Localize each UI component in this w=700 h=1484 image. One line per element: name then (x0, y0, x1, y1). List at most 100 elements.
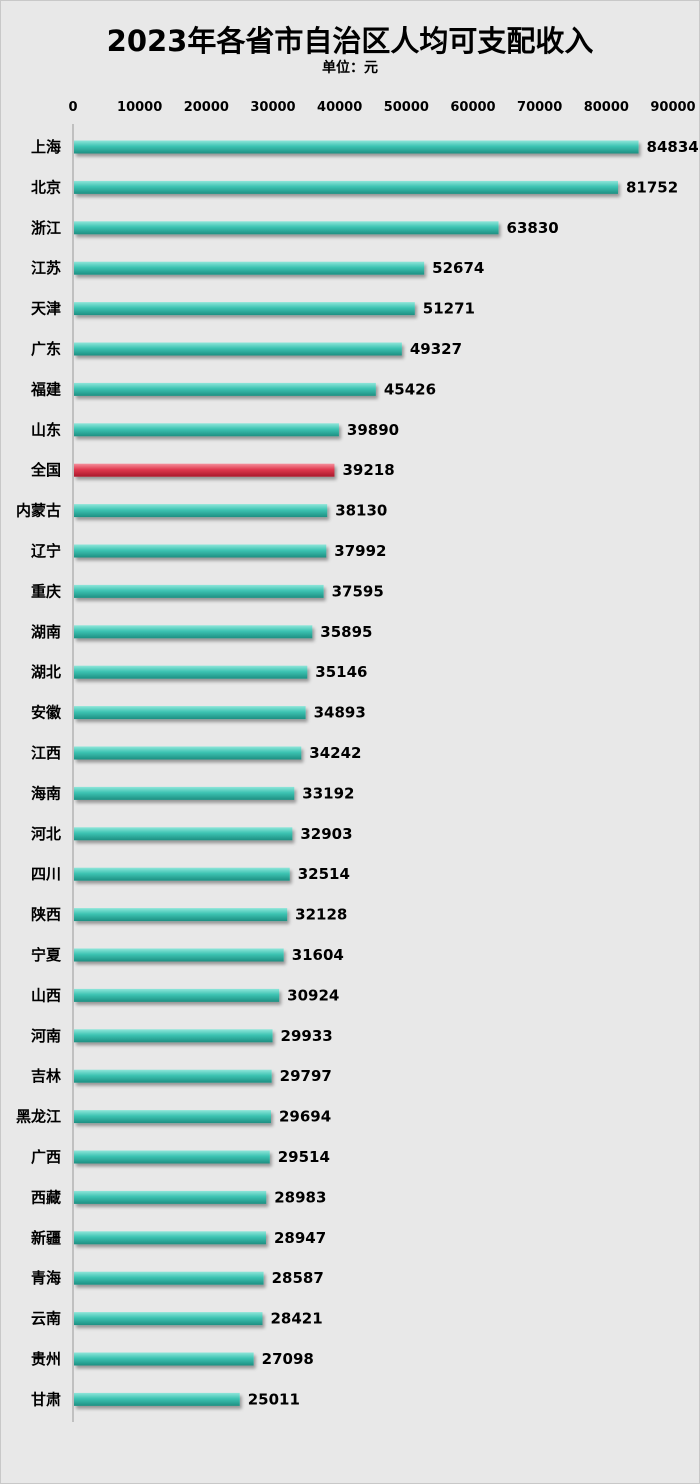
value-label: 27098 (262, 1350, 314, 1368)
bar (74, 504, 328, 518)
unit-label: 单位：元 (322, 60, 378, 76)
bar (74, 261, 425, 275)
category-label: 江西 (31, 744, 61, 762)
value-label: 39890 (347, 421, 399, 439)
value-label: 33192 (302, 784, 354, 802)
value-label: 28587 (272, 1269, 324, 1287)
category-label: 宁夏 (31, 946, 62, 964)
category-label: 新疆 (31, 1229, 61, 1247)
x-tick-label: 30000 (250, 100, 295, 115)
category-label: 四川 (31, 865, 61, 883)
category-label: 安徽 (31, 704, 62, 722)
bar (74, 382, 376, 396)
bar (74, 665, 308, 679)
category-label: 河南 (31, 1027, 61, 1045)
value-label: 29933 (281, 1027, 333, 1045)
bar (74, 180, 619, 194)
x-tick-label: 50000 (384, 100, 429, 115)
category-label: 山西 (31, 986, 61, 1004)
bar (74, 1190, 267, 1204)
category-label: 甘肃 (31, 1390, 61, 1408)
category-label: 海南 (31, 784, 61, 802)
value-label: 35895 (320, 623, 372, 641)
x-tick-label: 60000 (450, 100, 495, 115)
bar (74, 302, 415, 316)
value-label: 32514 (298, 865, 350, 883)
value-label: 32903 (300, 825, 352, 843)
bar (74, 948, 284, 962)
value-label: 28421 (270, 1310, 322, 1328)
value-label: 81752 (626, 178, 678, 196)
x-tick-label: 10000 (117, 100, 162, 115)
category-label: 上海 (31, 138, 61, 156)
category-label: 重庆 (31, 582, 61, 600)
x-tick-label: 20000 (184, 100, 229, 115)
x-tick-label: 0 (68, 100, 77, 115)
value-label: 38130 (335, 502, 387, 520)
value-label: 51271 (423, 300, 475, 318)
bar (74, 342, 402, 356)
x-tick-label: 40000 (317, 100, 362, 115)
value-label: 49327 (410, 340, 462, 358)
bar (74, 1392, 240, 1406)
category-label: 内蒙古 (16, 502, 61, 520)
bar (74, 1271, 264, 1285)
category-label: 湖北 (31, 663, 61, 681)
bar (74, 746, 302, 760)
bar (74, 423, 339, 437)
category-label: 青海 (31, 1269, 61, 1287)
value-label: 28983 (274, 1188, 326, 1206)
category-label: 黑龙江 (16, 1108, 61, 1126)
bar-highlight (74, 463, 335, 477)
category-label: 湖南 (31, 623, 61, 641)
category-label: 云南 (31, 1310, 61, 1328)
value-label: 37595 (332, 582, 384, 600)
bar (74, 625, 313, 639)
value-label: 52674 (432, 259, 484, 277)
bar (74, 1352, 254, 1366)
bar (74, 1150, 270, 1164)
bar (74, 1231, 266, 1245)
value-label: 29797 (280, 1067, 332, 1085)
category-label: 广东 (31, 340, 61, 358)
category-label: 北京 (31, 178, 61, 196)
value-label: 28947 (274, 1229, 326, 1247)
x-tick-label: 80000 (584, 100, 629, 115)
bar (74, 1029, 273, 1043)
category-label: 贵州 (31, 1350, 61, 1368)
value-label: 34893 (314, 704, 366, 722)
value-label: 39218 (342, 461, 394, 479)
value-label: 84834 (647, 138, 699, 156)
category-label: 福建 (30, 380, 62, 398)
value-label: 29694 (279, 1108, 331, 1126)
category-label: 天津 (31, 300, 61, 318)
x-tick-label: 70000 (517, 100, 562, 115)
value-label: 29514 (278, 1148, 330, 1166)
value-label: 25011 (248, 1390, 300, 1408)
bar (74, 988, 280, 1002)
category-label: 河北 (31, 825, 61, 843)
bar (74, 908, 288, 922)
category-label: 广西 (31, 1148, 61, 1166)
value-label: 32128 (295, 906, 347, 924)
category-label: 山东 (31, 421, 61, 439)
category-label: 江苏 (31, 259, 61, 277)
value-label: 63830 (507, 219, 559, 237)
value-label: 34242 (309, 744, 361, 762)
value-label: 35146 (315, 663, 367, 681)
bar (74, 140, 639, 154)
bar (74, 1069, 272, 1083)
bar (74, 584, 324, 598)
bar (74, 786, 295, 800)
value-label: 30924 (287, 986, 339, 1004)
chart-title: 2023年各省市自治区人均可支配收入 (106, 24, 594, 58)
bar (74, 1110, 271, 1124)
category-label: 西藏 (31, 1188, 61, 1206)
bar (74, 544, 327, 558)
bar (74, 1312, 263, 1326)
bar (74, 221, 499, 235)
category-label: 全国 (30, 461, 61, 479)
bar (74, 706, 306, 720)
category-label: 陕西 (31, 906, 61, 924)
